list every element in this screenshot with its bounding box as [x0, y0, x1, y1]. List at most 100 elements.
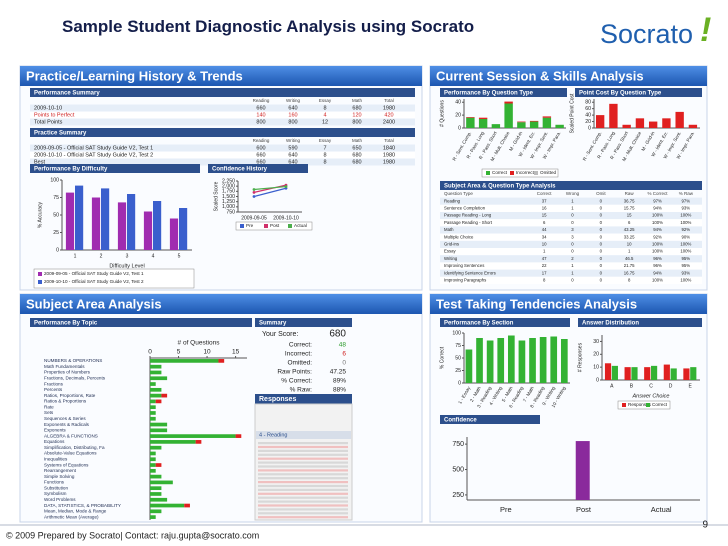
- legend-label: Incorrect: [516, 170, 535, 175]
- category-label: Exponents & Radicals: [44, 422, 90, 427]
- column-header: Question Type: [444, 191, 473, 196]
- cell: 140: [256, 112, 265, 118]
- y-tick-label: 30: [593, 339, 599, 345]
- section-title: Confidence: [444, 418, 477, 424]
- row-label: Passage Reading - Short: [444, 220, 493, 225]
- bar: [542, 117, 552, 128]
- bar: [150, 434, 236, 438]
- category-label: Sequences & Series: [44, 416, 86, 421]
- row-label: Essay: [444, 249, 457, 254]
- bar: [529, 338, 536, 383]
- cell: 0: [600, 249, 603, 254]
- bar: [150, 416, 156, 421]
- y-tick-label: 0: [458, 380, 461, 386]
- bar: [150, 451, 156, 456]
- point: [252, 190, 256, 194]
- bar: [688, 124, 698, 128]
- bar: [631, 367, 638, 380]
- bar: [195, 440, 202, 444]
- category-label: DATA, STATISTICS, & PROBABILITY: [44, 503, 121, 508]
- category-label: Properties of Numbers: [44, 370, 91, 375]
- legend-frame: [235, 221, 313, 231]
- y-tick-label: 0: [588, 125, 591, 131]
- cell: 16: [542, 206, 547, 211]
- y-tick-label: 100: [50, 177, 59, 183]
- category-label: Fractions, Decimals, Percents: [44, 375, 106, 380]
- responses-title: Responses: [259, 396, 296, 403]
- cell: 100%: [652, 213, 663, 218]
- cell: 1: [571, 270, 574, 275]
- row-label: Points to Perfect: [34, 112, 75, 118]
- row-stripe: [440, 262, 702, 270]
- point: [252, 188, 256, 191]
- y-tick-label: 75: [53, 195, 59, 201]
- cell: 1980: [383, 152, 395, 158]
- cell: 95%: [682, 263, 691, 268]
- cell: 90%: [682, 234, 691, 239]
- y-tick-label: 60: [585, 106, 591, 112]
- response-row: [258, 492, 348, 495]
- summary-value: 47.25: [330, 369, 347, 376]
- cell: 8: [628, 278, 631, 283]
- bar: [550, 336, 558, 383]
- row-stripe: [440, 269, 702, 277]
- summary-value: 89%: [333, 378, 346, 385]
- cell: 33.25: [624, 234, 635, 239]
- cell: 96%: [653, 256, 662, 261]
- response-row: [258, 512, 348, 515]
- row-stripe: [440, 212, 702, 220]
- panel-title: Current Session & Skills Analysis: [436, 68, 644, 83]
- cell: 21.75: [624, 263, 635, 268]
- cell: 1: [571, 206, 574, 211]
- cell: 0: [600, 227, 603, 232]
- response-row: [258, 488, 348, 491]
- response-row: [258, 504, 348, 507]
- summary-value: 88%: [333, 387, 346, 394]
- category-label: Ratios, Proportions, Rate: [44, 393, 96, 398]
- bar: [150, 393, 162, 398]
- responses-section: 4 - Reading: [259, 432, 287, 438]
- bar: [65, 192, 75, 250]
- cell: 0: [600, 213, 603, 218]
- section-title: Subject Area & Question Type Analysis: [444, 184, 556, 190]
- cell: 0: [600, 242, 603, 247]
- y-tick-label: 1,500: [222, 194, 235, 200]
- row-stripe: [440, 204, 702, 212]
- legend-swatch: [622, 403, 626, 407]
- bar: [504, 103, 513, 128]
- column-header: Writing: [286, 98, 300, 103]
- category-label: NUMBERS & OPERATIONS: [44, 358, 102, 363]
- column-header: Total: [384, 98, 394, 103]
- cell: 7: [323, 145, 326, 151]
- cell: 0: [600, 220, 603, 225]
- legend-swatch: [38, 280, 42, 284]
- column-header: Math: [352, 98, 363, 103]
- response-row: [258, 445, 348, 449]
- responses-header: [255, 394, 352, 404]
- category-label: Percents: [44, 387, 63, 392]
- cell: 15.75: [624, 206, 635, 211]
- bar: [117, 202, 127, 250]
- bar: [624, 367, 631, 380]
- bar: [497, 338, 505, 383]
- category-label: Exponents: [44, 428, 66, 433]
- cell: 34: [542, 234, 547, 239]
- y-tick-label: 500: [452, 466, 464, 473]
- x-tick-label: 5: [177, 349, 181, 356]
- section-title-bar: [30, 128, 415, 137]
- bar: [478, 117, 488, 119]
- cell: 16.75: [624, 270, 635, 275]
- category-label: Sets: [44, 410, 54, 415]
- cell: 43.25: [624, 227, 635, 232]
- y-tick-label: 1,750: [222, 189, 235, 195]
- y-axis-label: Scaled Point Cost: [569, 93, 575, 133]
- cell: 100%: [680, 242, 691, 247]
- row-label: Multiple Choice: [444, 234, 474, 239]
- column-header: Essay: [319, 138, 332, 143]
- cell: 93%: [682, 270, 691, 275]
- cell: 1: [571, 263, 574, 268]
- bar: [150, 480, 173, 485]
- x-tick-label: 3: [126, 253, 129, 259]
- section-title: Confidence History: [212, 167, 268, 173]
